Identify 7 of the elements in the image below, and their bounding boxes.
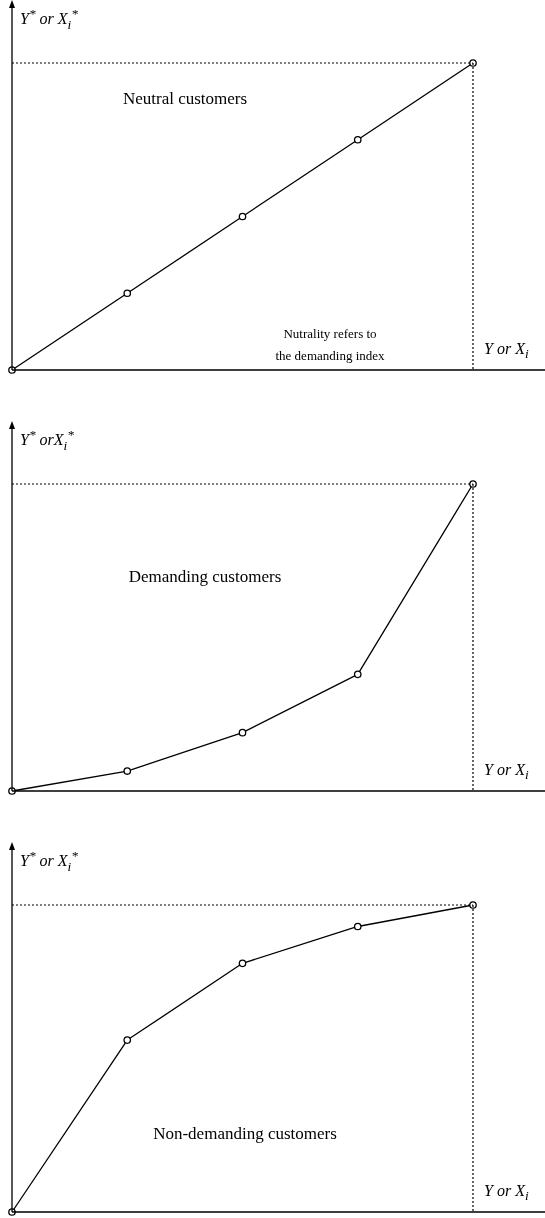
text: Neutral customers — [122, 89, 248, 109]
text: Non-demanding customers — [153, 1124, 337, 1144]
x-axis-title: Y or X$_{i}$ — [484, 1182, 529, 1205]
x-axis-title: Y or X$_{i}$ — [484, 761, 529, 784]
x-axis-title: Y or X$_{i}$ — [484, 340, 529, 363]
text: Demanding customers — [128, 567, 282, 587]
annotation: Nutrality refers to the demanding index — [275, 326, 386, 364]
